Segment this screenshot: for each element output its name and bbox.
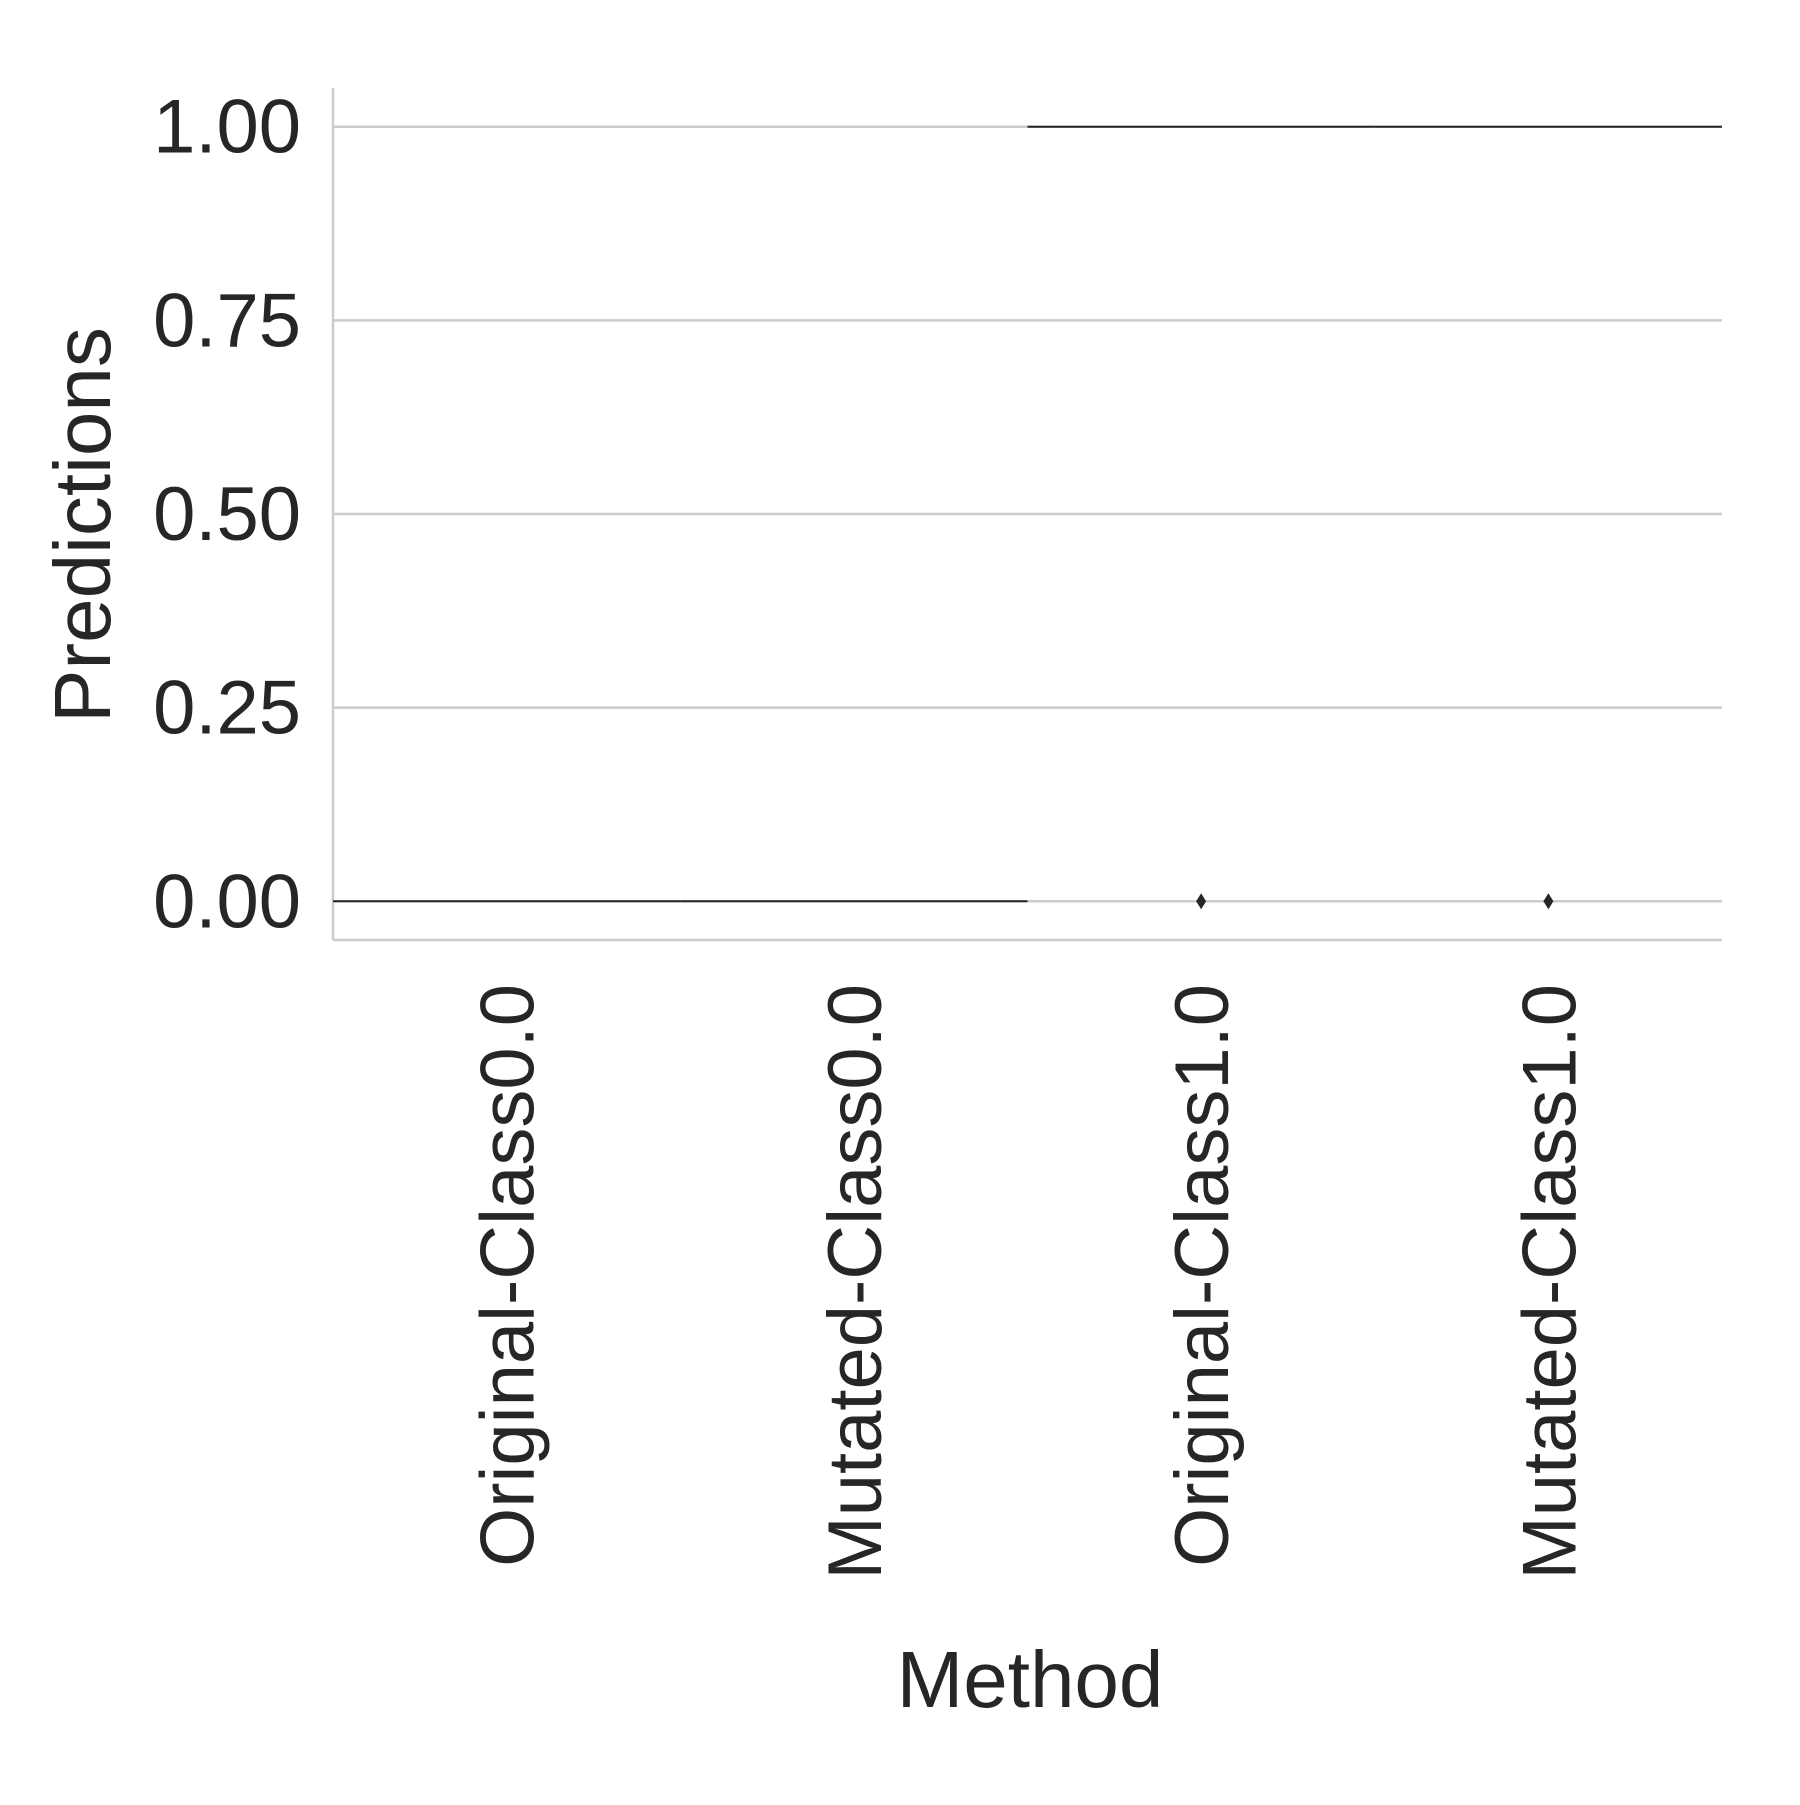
y-tick-label: 0.75 (153, 278, 301, 363)
x-tick-label: Original-Class0.0 (466, 984, 551, 1567)
y-tick-label: 0.00 (153, 859, 301, 944)
x-tick-label: Mutated-Class1.0 (1507, 984, 1592, 1580)
x-axis-label: Method (897, 1635, 1164, 1724)
outlier-point (1543, 893, 1554, 910)
x-tick-label: Original-Class1.0 (1160, 984, 1245, 1567)
outlier-point (1196, 893, 1207, 910)
y-axis-label: Predictions (38, 327, 127, 723)
boxes (333, 125, 1722, 910)
y-tick-label: 1.00 (153, 85, 301, 170)
grid-lines (333, 125, 1722, 903)
x-tick-label: Mutated-Class0.0 (813, 984, 898, 1580)
axis-spines (331, 88, 1722, 942)
x-tick-labels: Original-Class0.0 Mutated-Class0.0 Origina… (466, 984, 1593, 1580)
y-tick-label: 0.25 (153, 666, 301, 751)
y-tick-labels: 0.00 0.25 0.50 0.75 1.00 (153, 85, 301, 945)
y-tick-label: 0.50 (153, 472, 301, 557)
